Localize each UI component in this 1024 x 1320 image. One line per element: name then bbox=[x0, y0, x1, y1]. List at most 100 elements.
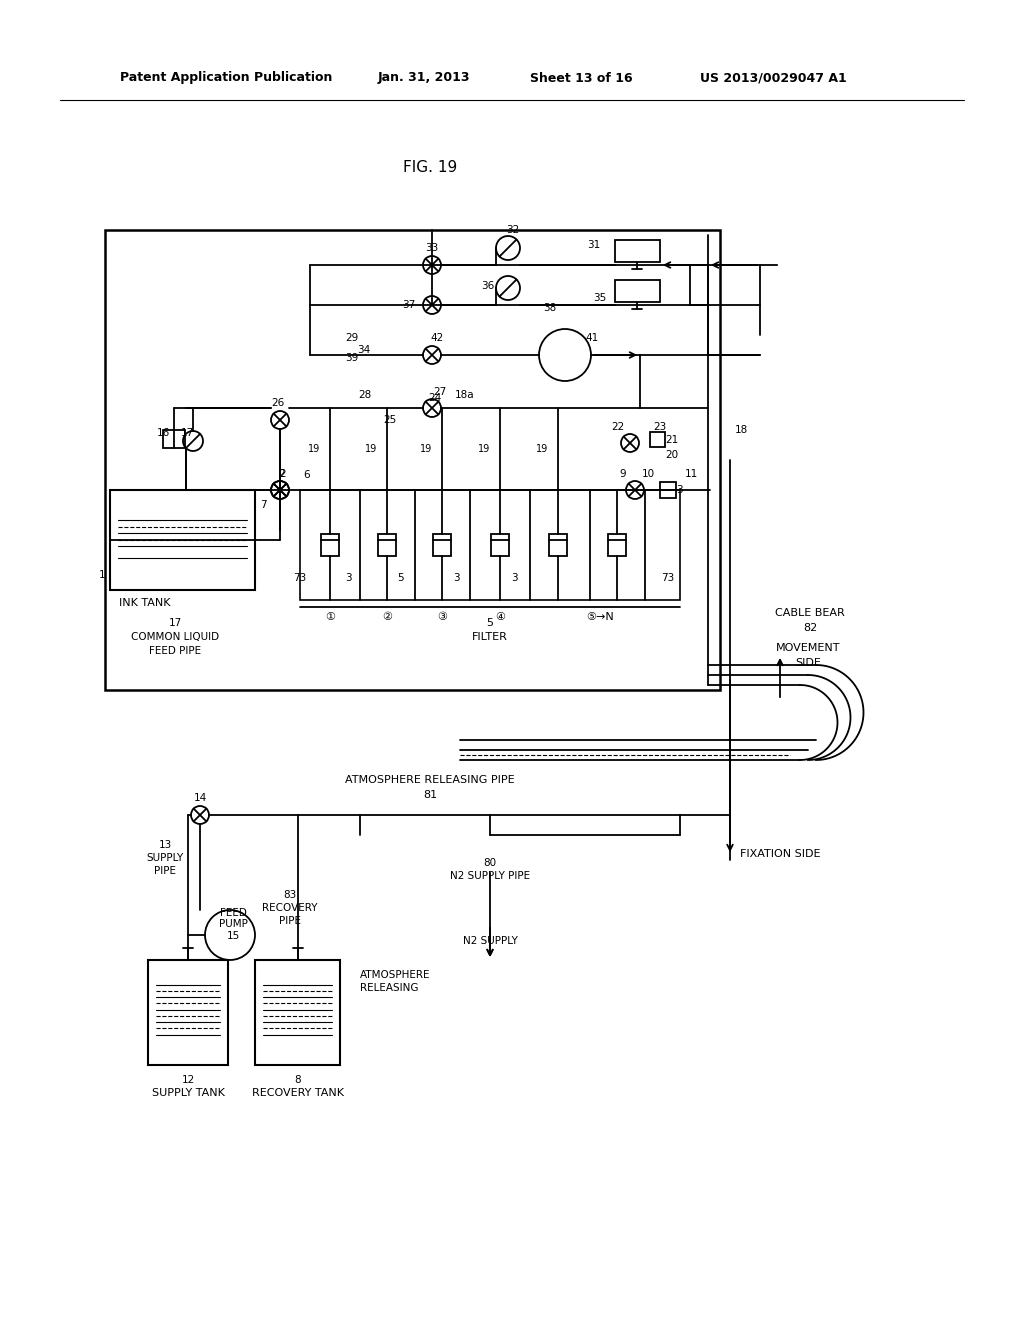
Text: MOVEMENT: MOVEMENT bbox=[776, 643, 841, 653]
Text: 19: 19 bbox=[308, 444, 321, 454]
Text: 2: 2 bbox=[280, 469, 287, 479]
Bar bbox=[255, 960, 340, 1065]
Text: 2: 2 bbox=[279, 469, 286, 479]
Text: US 2013/0029047 A1: US 2013/0029047 A1 bbox=[700, 71, 847, 84]
Text: FEED PIPE: FEED PIPE bbox=[148, 645, 201, 656]
Text: 25: 25 bbox=[383, 414, 396, 425]
Text: 42: 42 bbox=[430, 333, 443, 343]
Text: 41: 41 bbox=[586, 333, 599, 343]
Text: RECOVERY: RECOVERY bbox=[262, 903, 317, 913]
Text: ③: ③ bbox=[437, 612, 447, 622]
Text: 27: 27 bbox=[433, 387, 446, 397]
Text: 35: 35 bbox=[593, 293, 606, 304]
Text: 3: 3 bbox=[676, 484, 683, 495]
Text: 13: 13 bbox=[159, 840, 172, 850]
Text: 1: 1 bbox=[98, 570, 105, 579]
Text: Jan. 31, 2013: Jan. 31, 2013 bbox=[378, 71, 470, 84]
Text: 19: 19 bbox=[420, 444, 432, 454]
Text: 19: 19 bbox=[365, 444, 377, 454]
Text: ATMOSPHERE: ATMOSPHERE bbox=[360, 970, 430, 979]
Text: 18a: 18a bbox=[456, 389, 475, 400]
Text: ①: ① bbox=[325, 612, 335, 622]
Bar bbox=[490, 535, 509, 556]
Text: SUPPLY TANK: SUPPLY TANK bbox=[152, 1088, 224, 1098]
Text: 21: 21 bbox=[666, 436, 679, 445]
Text: 36: 36 bbox=[480, 281, 494, 290]
Text: 24: 24 bbox=[428, 393, 441, 403]
Text: 80: 80 bbox=[483, 858, 497, 869]
Bar bbox=[433, 535, 451, 556]
Text: 26: 26 bbox=[271, 399, 285, 408]
Text: 16: 16 bbox=[157, 428, 170, 438]
Text: 20: 20 bbox=[666, 450, 679, 459]
Text: 5: 5 bbox=[397, 573, 404, 583]
Text: ⑤→N: ⑤→N bbox=[586, 612, 613, 622]
Text: 83: 83 bbox=[284, 890, 297, 900]
Text: 38: 38 bbox=[544, 304, 557, 313]
Bar bbox=[148, 960, 228, 1065]
Text: 3: 3 bbox=[511, 573, 517, 583]
Text: 6: 6 bbox=[304, 470, 310, 480]
Text: Patent Application Publication: Patent Application Publication bbox=[120, 71, 333, 84]
Text: 8: 8 bbox=[295, 1074, 301, 1085]
Text: FILTER: FILTER bbox=[472, 632, 508, 642]
Bar bbox=[110, 490, 255, 590]
Text: 15: 15 bbox=[226, 931, 240, 941]
Text: SUPPLY: SUPPLY bbox=[146, 853, 183, 863]
Text: 3: 3 bbox=[453, 573, 460, 583]
Text: ④: ④ bbox=[495, 612, 505, 622]
Text: N2 SUPPLY: N2 SUPPLY bbox=[463, 936, 517, 946]
Text: 33: 33 bbox=[425, 243, 438, 253]
Bar bbox=[615, 280, 660, 302]
Text: 10: 10 bbox=[641, 469, 654, 479]
Text: 11: 11 bbox=[685, 469, 698, 479]
Text: COMMON LIQUID: COMMON LIQUID bbox=[131, 632, 219, 642]
Text: SIDE: SIDE bbox=[795, 657, 821, 668]
Text: 14: 14 bbox=[194, 793, 207, 803]
Text: 5: 5 bbox=[486, 618, 494, 628]
Text: FIG. 19: FIG. 19 bbox=[402, 161, 457, 176]
Text: 12: 12 bbox=[181, 1074, 195, 1085]
Text: PIPE: PIPE bbox=[154, 866, 176, 876]
Text: ATMOSPHERE RELEASING PIPE: ATMOSPHERE RELEASING PIPE bbox=[345, 775, 515, 785]
Text: 34: 34 bbox=[357, 345, 371, 355]
Text: 9: 9 bbox=[620, 469, 627, 479]
Text: 73: 73 bbox=[662, 573, 675, 583]
Text: RELEASING: RELEASING bbox=[360, 983, 419, 993]
Text: 17: 17 bbox=[180, 428, 194, 438]
Bar bbox=[105, 230, 720, 690]
Text: ②: ② bbox=[382, 612, 392, 622]
Text: CABLE BEAR: CABLE BEAR bbox=[775, 609, 845, 618]
Text: FEED: FEED bbox=[219, 908, 247, 917]
Text: FIXATION SIDE: FIXATION SIDE bbox=[739, 849, 820, 859]
Text: 22: 22 bbox=[611, 422, 625, 432]
Bar bbox=[321, 535, 339, 556]
Text: 7: 7 bbox=[260, 500, 266, 510]
Text: 73: 73 bbox=[293, 573, 306, 583]
Text: N2 SUPPLY PIPE: N2 SUPPLY PIPE bbox=[450, 871, 530, 880]
Bar bbox=[378, 535, 396, 556]
Text: 31: 31 bbox=[588, 240, 601, 249]
Text: 23: 23 bbox=[653, 422, 667, 432]
Text: 19: 19 bbox=[478, 444, 490, 454]
Bar bbox=[549, 535, 567, 556]
Text: 82: 82 bbox=[803, 623, 817, 634]
Bar bbox=[615, 240, 660, 261]
Text: 28: 28 bbox=[358, 389, 372, 400]
Bar bbox=[660, 482, 676, 498]
Bar bbox=[163, 430, 185, 447]
Text: 3: 3 bbox=[345, 573, 351, 583]
Text: RECOVERY TANK: RECOVERY TANK bbox=[252, 1088, 344, 1098]
Text: 17: 17 bbox=[168, 618, 181, 628]
Text: 39: 39 bbox=[345, 352, 358, 363]
Text: 81: 81 bbox=[423, 789, 437, 800]
Text: 18: 18 bbox=[735, 425, 749, 436]
Bar bbox=[650, 432, 665, 447]
Text: Sheet 13 of 16: Sheet 13 of 16 bbox=[530, 71, 633, 84]
Text: PIPE: PIPE bbox=[279, 916, 301, 927]
Text: 32: 32 bbox=[507, 224, 519, 235]
Text: 29: 29 bbox=[345, 333, 358, 343]
Bar bbox=[300, 490, 680, 601]
Bar bbox=[608, 535, 626, 556]
Text: 37: 37 bbox=[401, 300, 415, 310]
